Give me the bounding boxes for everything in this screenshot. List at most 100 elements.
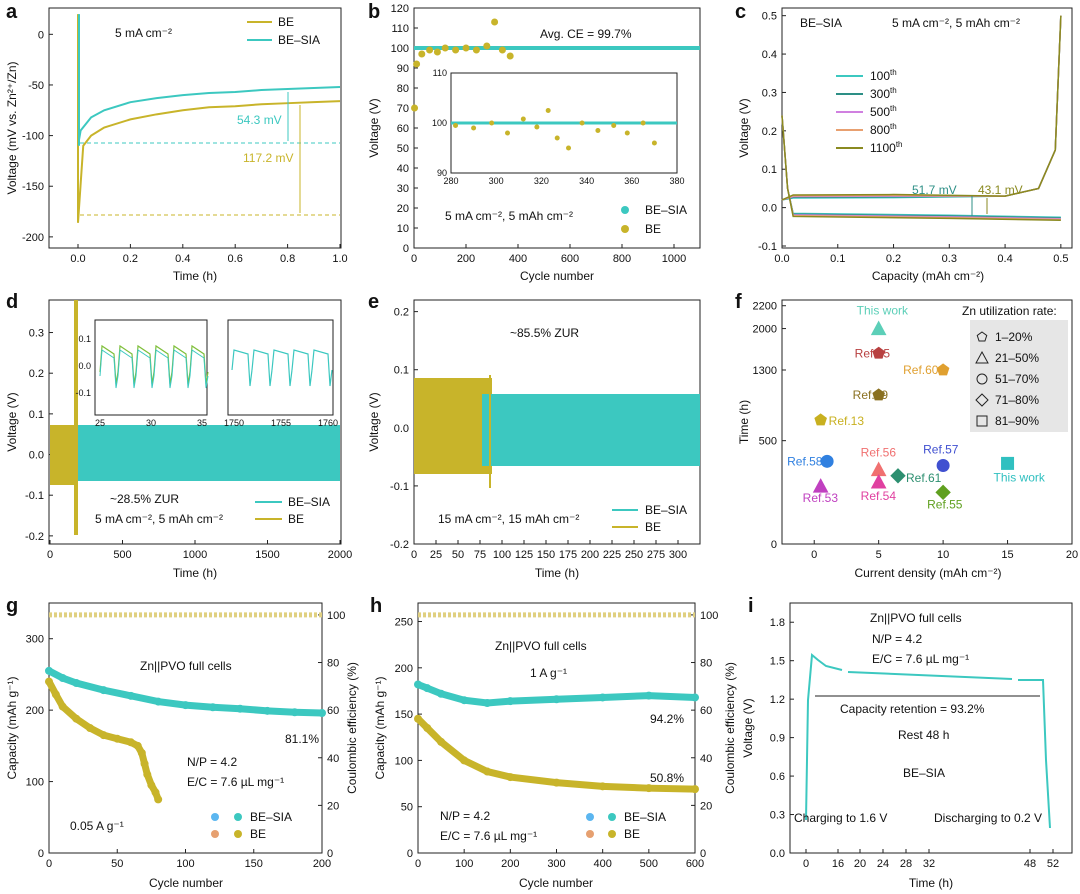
h-ticks-x-tick-label: 400 bbox=[593, 858, 611, 870]
d-x-tick-label: 0 bbox=[47, 549, 53, 561]
panel-label-d: d bbox=[6, 291, 18, 313]
d-x-tick-label: 1500 bbox=[255, 549, 279, 561]
condition-e: 15 mA cm⁻², 15 mAh cm⁻² bbox=[438, 512, 579, 526]
c-x-tick-label: 0.3 bbox=[942, 253, 957, 265]
f-legend-marker bbox=[975, 350, 989, 364]
b-inset-x-tick-label: 320 bbox=[534, 176, 549, 186]
y2-axis-label-g: Coulombic efficiency (%) bbox=[345, 662, 359, 794]
c-legend-label: 100th bbox=[870, 68, 897, 83]
points-f: This work Ref.35 Ref.60 Ref.59 Ref.13 Ref.58 R… bbox=[787, 304, 1046, 512]
b-be-point bbox=[506, 52, 514, 60]
d-inset2-x-tick-label: 1755 bbox=[271, 418, 291, 428]
c-series-1-charge bbox=[781, 15, 1062, 201]
condition-a: 5 mA cm⁻² bbox=[115, 26, 172, 40]
b-be-point bbox=[418, 50, 426, 58]
d-y-tick-label: -0.1 bbox=[25, 490, 44, 502]
a-y-tick-label: -50 bbox=[28, 80, 44, 92]
sia-voltage-band-e bbox=[482, 394, 700, 466]
i-x-tick-label: 0 bbox=[803, 858, 809, 870]
panel-b: b 0 200 400 600 800 1000 0 10 20 30 40 50 60 70 80 90 10… bbox=[367, 1, 701, 283]
b-y-tick-label: 60 bbox=[397, 123, 409, 135]
f-point-marker bbox=[935, 484, 951, 501]
f-point-marker bbox=[870, 320, 887, 336]
y-axis-label-f: Time (h) bbox=[737, 400, 751, 444]
inset1-frame-d bbox=[94, 319, 208, 416]
c-legend-sup: th bbox=[890, 104, 897, 113]
f-point-marker bbox=[820, 454, 834, 468]
d-x-tick-label: 500 bbox=[113, 549, 131, 561]
y-axis-label-i: Voltage (V) bbox=[741, 698, 755, 757]
legend-label-be-a: BE bbox=[278, 15, 294, 29]
h-ticks-y-tick-label: 0 bbox=[407, 848, 413, 860]
g-ticks-x-tick-label: 0 bbox=[46, 858, 52, 870]
b-be-point bbox=[426, 46, 434, 54]
x-axis-label-i: Time (h) bbox=[909, 876, 953, 890]
panel-label-a: a bbox=[6, 1, 18, 23]
y-axis-label-g: Capacity (mAh g⁻¹) bbox=[5, 676, 19, 779]
g-ticks-y2-tick-label: 0 bbox=[327, 848, 333, 860]
g-ticks-y2-tick-label: 100 bbox=[327, 610, 345, 622]
y-axis-label-a: Voltage (mV vs. Zn²⁺/Zn) bbox=[5, 61, 19, 194]
e-x-tick-label: 100 bbox=[493, 549, 511, 561]
b-inset-x-tick-label: 280 bbox=[443, 176, 458, 186]
cell-label-g: Zn||PVO full cells bbox=[140, 659, 232, 673]
f-legend-label: 21–50% bbox=[995, 351, 1039, 365]
c-y-tick-label: 0.3 bbox=[762, 87, 777, 99]
zur-d: ~28.5% ZUR bbox=[110, 492, 179, 506]
b-be-point bbox=[483, 42, 491, 50]
e-y-tick-label: -0.1 bbox=[390, 481, 409, 493]
g-ticks-y-tick-label: 300 bbox=[26, 634, 44, 646]
b-be-point bbox=[413, 60, 421, 68]
legend-marker-sia-ce-h bbox=[586, 813, 594, 821]
b-x-tick-label: 400 bbox=[509, 253, 527, 265]
d-x-tick-label: 1000 bbox=[183, 549, 207, 561]
panel-label-c: c bbox=[735, 1, 746, 23]
b-y-tick-label: 100 bbox=[391, 43, 409, 55]
condition-c: 5 mA cm⁻², 5 mAh cm⁻² bbox=[892, 16, 1020, 30]
d-inset1-x-tick-label: 30 bbox=[146, 418, 156, 428]
panel-label-b: b bbox=[368, 1, 380, 23]
d-inset1-be-trace bbox=[99, 344, 209, 385]
b-inset-be-point bbox=[520, 116, 526, 122]
e-x-tick-label: 250 bbox=[625, 549, 643, 561]
e-x-tick-label: 175 bbox=[559, 549, 577, 561]
a-y-tick-label: -150 bbox=[22, 181, 44, 193]
h-ticks-y-tick-label: 200 bbox=[395, 663, 413, 675]
e-x-tick-label: 225 bbox=[603, 549, 621, 561]
f-point-label: Ref.58 bbox=[787, 454, 823, 468]
a-x-tick-label: 0.4 bbox=[175, 253, 190, 265]
legend-label-be-h: BE bbox=[624, 827, 640, 841]
g-ticks-y-tick-label: 100 bbox=[26, 777, 44, 789]
c-x-tick-label: 0.1 bbox=[830, 253, 845, 265]
charge-label-i: Charging to 1.6 V bbox=[794, 811, 887, 825]
legend-marker-sia-b bbox=[621, 206, 629, 214]
inset2-d: 1750 1755 1760 bbox=[224, 349, 338, 428]
c-series-4-discharge bbox=[781, 115, 1061, 222]
c-x-tick-label: 0.0 bbox=[774, 253, 789, 265]
a-y-tick-label: -200 bbox=[22, 232, 44, 244]
f-point-marker bbox=[872, 388, 885, 401]
e-y-tick-label: 0.0 bbox=[394, 423, 409, 435]
c-series-4-charge bbox=[781, 15, 1062, 201]
f-point-marker bbox=[1001, 456, 1015, 470]
legend-label-be-g: BE bbox=[250, 827, 266, 841]
legend-marker-be-ce-h bbox=[586, 830, 594, 838]
f-point-marker bbox=[872, 346, 885, 359]
be-overpotential-label: 117.2 mV bbox=[243, 151, 293, 165]
y-axis-label-c: Voltage (V) bbox=[737, 98, 751, 157]
condition-b: 5 mA cm⁻², 5 mAh cm⁻² bbox=[445, 209, 573, 223]
g-ticks-y-tick-label: 0 bbox=[38, 848, 44, 860]
i-y-tick-label: 0.0 bbox=[770, 848, 785, 860]
d-inset1-y-tick-label: 0.1 bbox=[78, 334, 91, 344]
retention-sia-label-h: 94.2% bbox=[650, 712, 684, 726]
plot-frame-c bbox=[781, 7, 1073, 249]
panel-c: c 0.0 0.1 0.2 0.3 0.4 0.5-0.10.00.10.20.30.40… bbox=[735, 1, 1073, 283]
f-legend-marker bbox=[975, 393, 989, 407]
d-inset1-sia-trace bbox=[99, 349, 209, 389]
d-y-tick-label: 0.2 bbox=[29, 368, 44, 380]
axis-ticks-e: 0 25 50 75 100 125 150 175 200 225 250 275 300 -0.2 -0… bbox=[390, 307, 687, 561]
e-x-tick-label: 0 bbox=[411, 549, 417, 561]
rate-label-h: 1 A g⁻¹ bbox=[530, 666, 567, 680]
np-label-h: N/P = 4.2 bbox=[440, 809, 490, 823]
